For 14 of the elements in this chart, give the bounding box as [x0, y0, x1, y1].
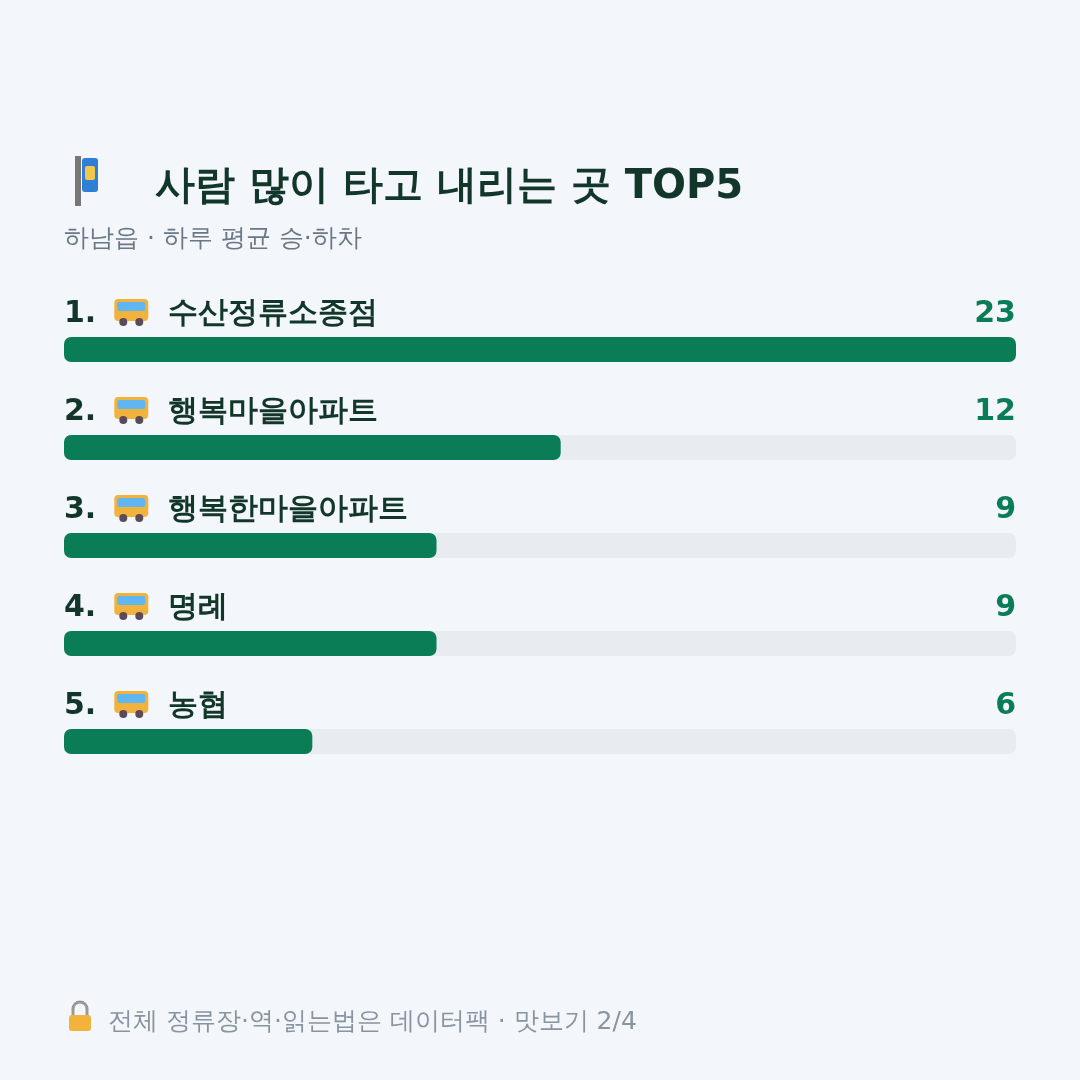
category-label: 3. 행복한마을아파트: [64, 490, 409, 525]
category-label: 5. 농협: [64, 686, 229, 721]
data-label: 12: [974, 392, 1016, 427]
category-label: 4. 명례: [64, 588, 229, 623]
data-label: 23: [974, 294, 1016, 329]
category-label: 1. 수산정류소종점: [64, 294, 379, 329]
category-label: 2. 행복마을아파트: [64, 392, 379, 427]
chart-title: 사람 많이 타고 내리는 곳 TOP5: [155, 161, 744, 207]
chart-subtitle: 하남읍 · 하루 평균 승·하차: [64, 223, 362, 252]
data-label: 6: [995, 686, 1016, 721]
data-label: 9: [995, 588, 1016, 623]
text: 전체 정류장·역·읽는법은 데이터팩 · 맛보기 2/4: [108, 1006, 637, 1035]
data-label: 9: [995, 490, 1016, 525]
bar: [64, 337, 1016, 362]
